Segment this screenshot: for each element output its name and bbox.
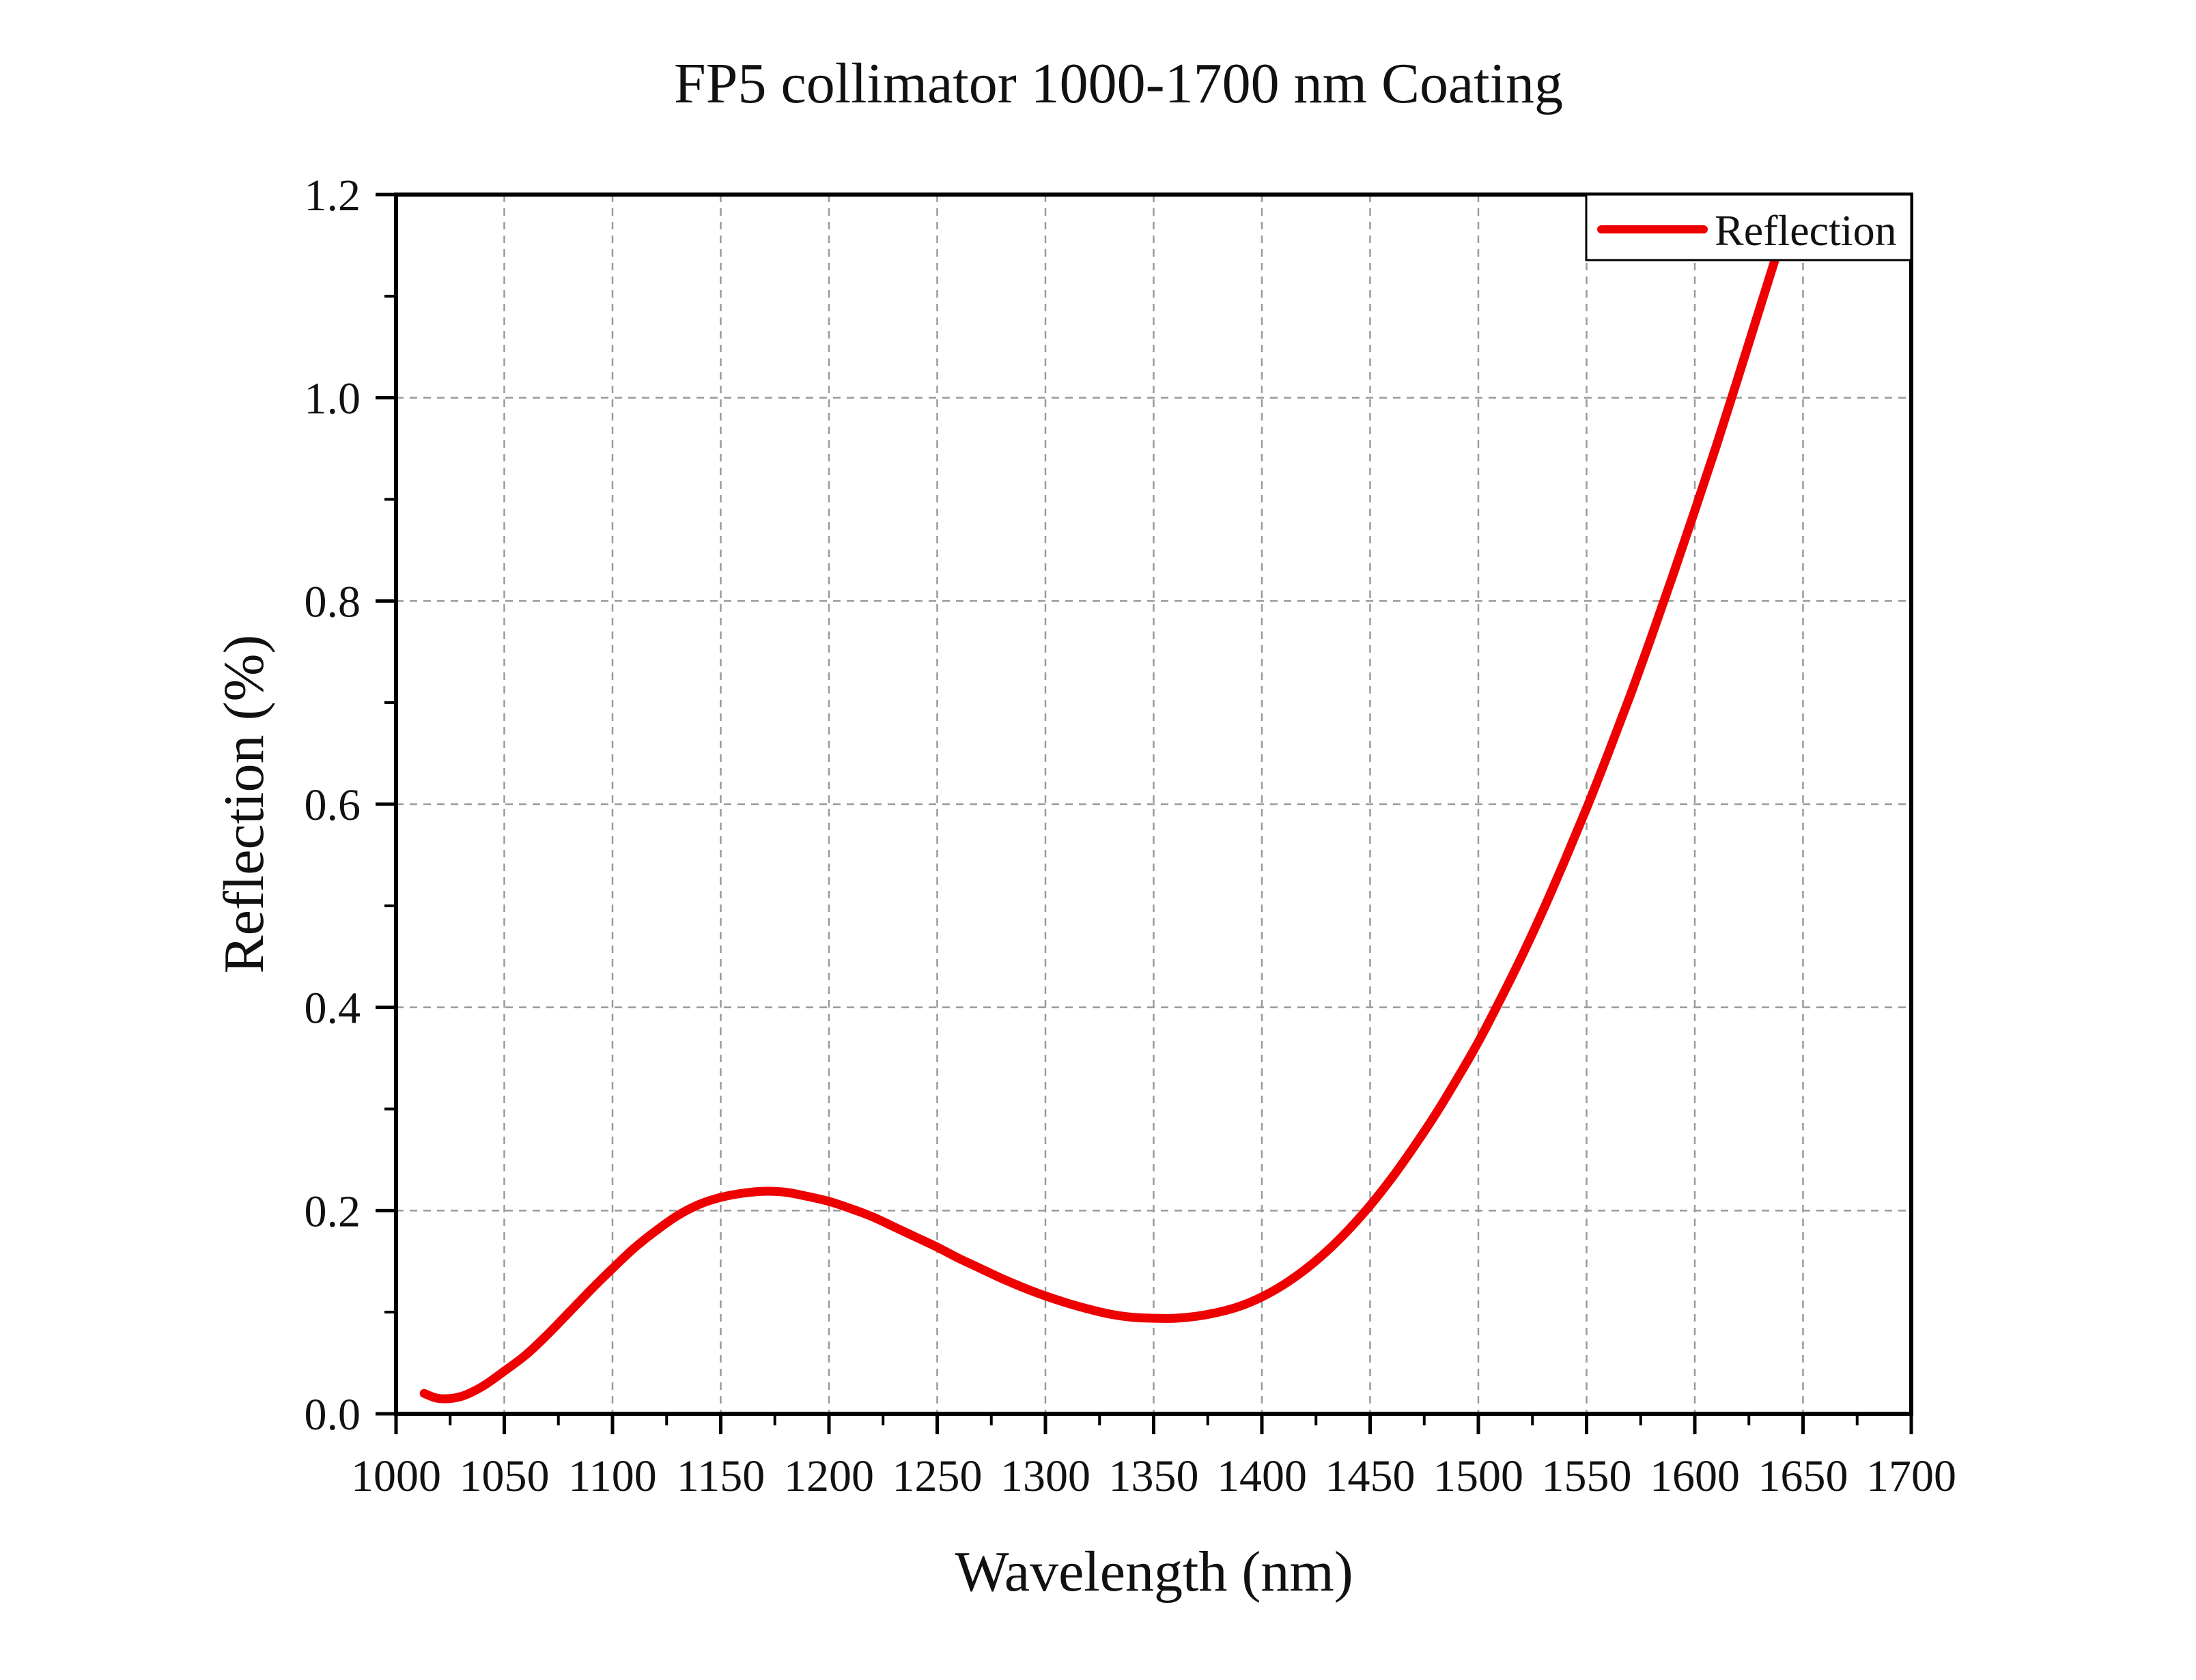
y-tick-label: 1.0: [305, 374, 361, 424]
x-tick-label: 1000: [351, 1451, 441, 1501]
y-tick-label: 0.4: [305, 984, 361, 1034]
x-axis-ticks: [394, 1414, 1913, 1434]
x-axis-tick-labels: 1000 1050 1100 1150 1200 1250 1300 1350 1400 1450…: [351, 1451, 1956, 1501]
x-tick-label: 1700: [1866, 1451, 1956, 1501]
chart-title: FP5 collimator 1000-1700 nm Coating: [674, 52, 1563, 115]
x-tick-label: 1150: [677, 1451, 765, 1501]
x-tick-label: 1350: [1109, 1451, 1199, 1501]
grid-lines: [396, 195, 1911, 1414]
x-tick-label: 1550: [1542, 1451, 1632, 1501]
legend: Reflection: [1585, 193, 1913, 261]
y-axis-tick-labels: 0.0 0.2 0.4 0.6 0.8 1.0 1.2: [305, 171, 361, 1440]
series-layer: [419, 195, 1800, 1404]
x-tick-label: 1400: [1217, 1451, 1307, 1501]
y-tick-label: 0.0: [305, 1390, 361, 1440]
series-line-reflection: [419, 195, 1800, 1404]
y-axis-title: Reflection (%): [212, 635, 276, 974]
x-tick-label: 1450: [1325, 1451, 1416, 1501]
x-tick-label: 1650: [1758, 1451, 1848, 1501]
x-tick-label: 1200: [784, 1451, 874, 1501]
x-tick-label: 1300: [1000, 1451, 1090, 1501]
x-tick-label: 1250: [892, 1451, 983, 1501]
x-tick-label: 1600: [1650, 1451, 1740, 1501]
y-tick-label: 0.8: [305, 577, 361, 627]
x-tick-label: 1050: [460, 1451, 550, 1501]
legend-label-reflection: Reflection: [1715, 206, 1897, 255]
y-tick-label: 0.2: [305, 1186, 361, 1236]
x-axis-title: Wavelength (nm): [955, 1540, 1353, 1604]
y-tick-label: 1.2: [305, 171, 361, 220]
y-tick-label: 0.6: [305, 780, 361, 830]
x-tick-label: 1500: [1433, 1451, 1523, 1501]
y-axis-ticks: [376, 193, 396, 1416]
x-tick-label: 1100: [568, 1451, 657, 1501]
